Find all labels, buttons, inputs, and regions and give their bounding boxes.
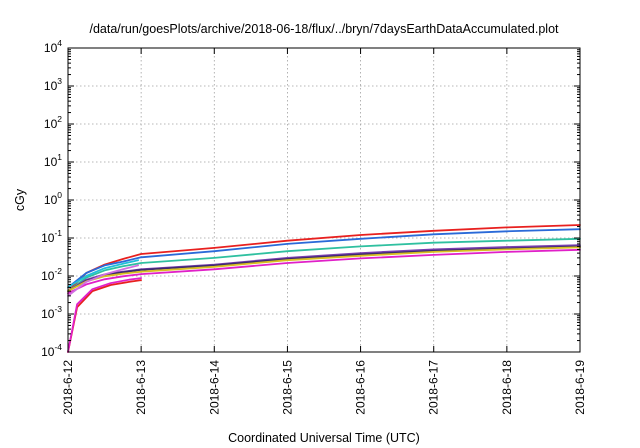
x-tick-label: 2018-6-18 — [500, 360, 514, 415]
x-tick-label: 2018-6-14 — [207, 360, 221, 415]
series-line-6 — [67, 246, 581, 293]
series-line-9 — [67, 279, 143, 353]
x-tick-labels: 2018-6-12 2018-6-13 2018-6-14 2018-6-15 2018… — [61, 360, 587, 415]
x-axis-label: Coordinated Universal Time (UTC) — [228, 431, 420, 445]
y-tick-label: 10-2 — [41, 266, 62, 283]
x-tick-label: 2018-6-17 — [427, 360, 441, 415]
series-layer — [67, 224, 581, 353]
series-line-2 — [67, 228, 581, 289]
y-tick-label: 104 — [44, 38, 62, 55]
x-tick-label: 2018-6-19 — [573, 360, 587, 415]
x-tick-label: 2018-6-16 — [354, 360, 368, 415]
y-tick-label: 102 — [44, 114, 62, 131]
ticks — [67, 47, 581, 353]
y-axis-label: cGy — [13, 188, 27, 211]
x-tick-label: 2018-6-13 — [134, 360, 148, 415]
series-line-7 — [67, 248, 581, 295]
y-tick-label: 10-3 — [41, 304, 62, 321]
y-tick-label: 10-4 — [41, 342, 62, 359]
series-line-11 — [67, 264, 140, 297]
series-line-8 — [67, 259, 140, 289]
series-line-3 — [67, 237, 581, 293]
y-tick-label: 100 — [44, 190, 62, 207]
series-line-10 — [67, 277, 143, 353]
y-tick-label: 10-1 — [41, 228, 62, 245]
x-tick-label: 2018-6-12 — [61, 360, 75, 415]
x-tick-label: 2018-6-15 — [280, 360, 294, 415]
grid — [68, 48, 580, 352]
y-tick-labels: 10-4 10-3 10-2 10-1 100 101 102 103 104 — [41, 38, 62, 359]
chart-title: /data/run/goesPlots/archive/2018-06-18/f… — [89, 22, 559, 36]
y-tick-label: 103 — [44, 76, 62, 93]
y-tick-label: 101 — [44, 152, 62, 169]
